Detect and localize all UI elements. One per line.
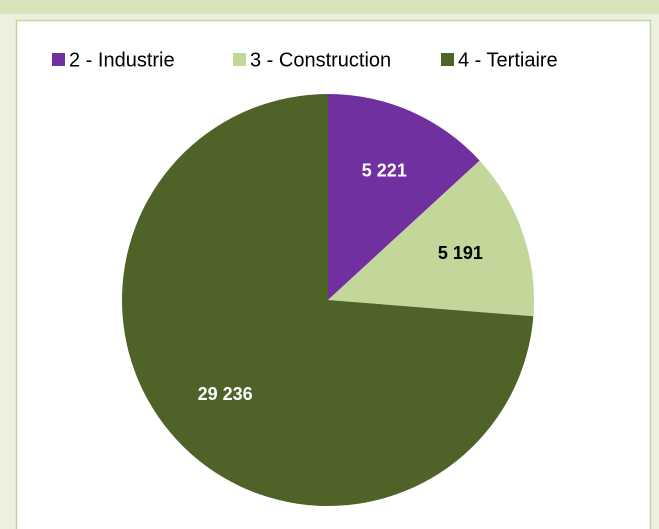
legend-label: 3 - Construction [250,49,391,71]
pie-slice [121,94,534,506]
legend-label: 4 - Tertiaire [458,49,558,71]
legend-label: 2 - Industrie [69,49,175,71]
pie-slice [328,160,534,317]
pie-slice [328,94,480,300]
value-label: 5 221 [362,160,407,180]
legend-swatch [233,53,246,66]
legend-swatch [52,53,65,66]
top-band [0,0,659,14]
value-label: 29 236 [198,384,253,404]
value-label: 5 191 [438,243,483,263]
legend-swatch [441,53,454,66]
